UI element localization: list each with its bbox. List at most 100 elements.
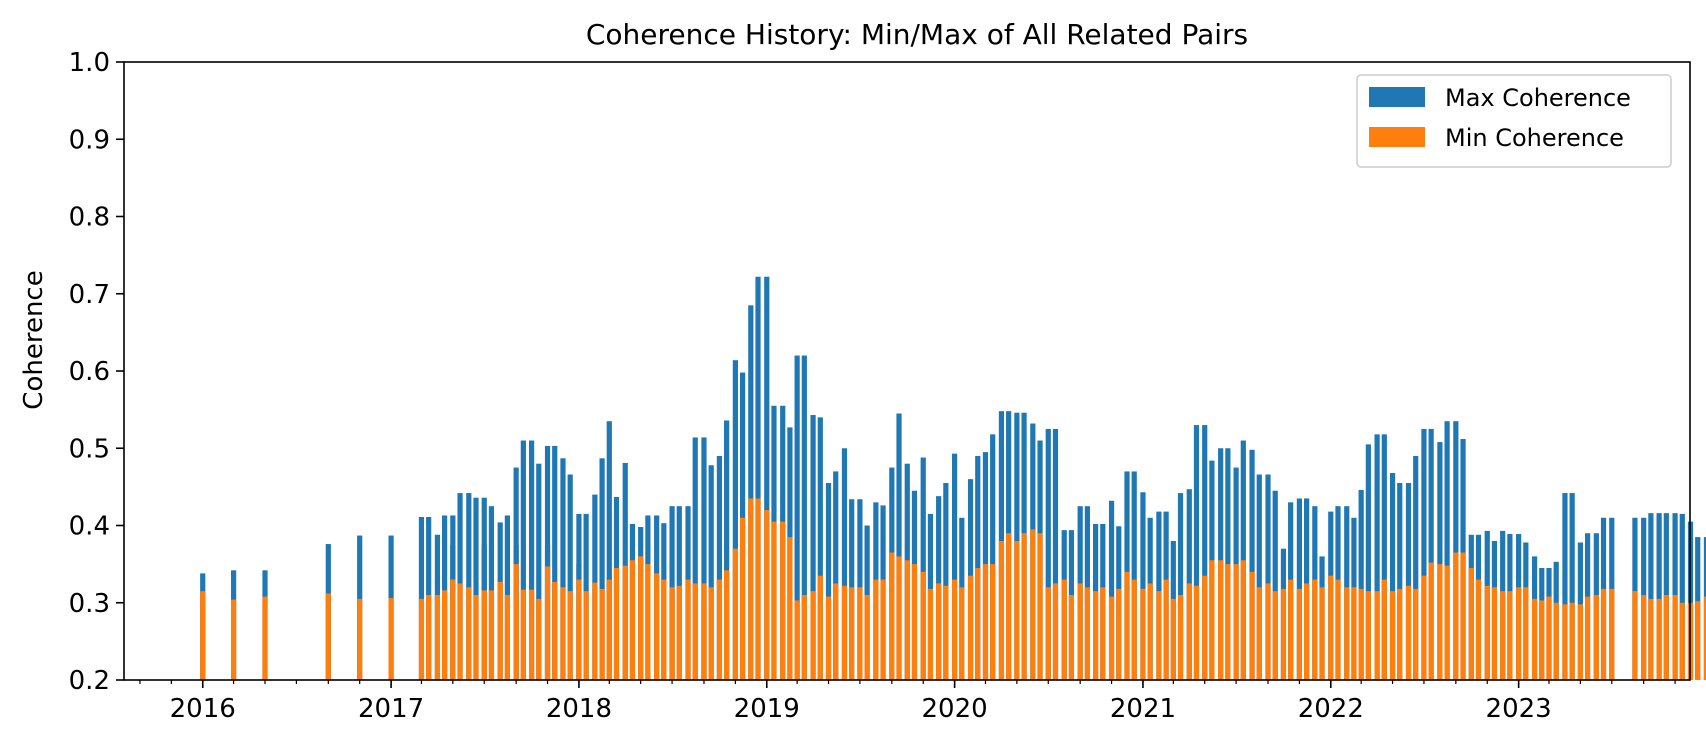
min-coherence-bar — [262, 596, 268, 680]
min-coherence-bar — [794, 600, 800, 680]
min-coherence-bar — [1593, 595, 1599, 680]
max-coherence-bar — [567, 474, 573, 680]
min-coherence-bar — [1177, 595, 1184, 680]
min-coherence-bar — [1037, 533, 1043, 680]
max-coherence-bar — [952, 453, 958, 680]
legend-swatch-min — [1369, 127, 1425, 147]
x-tick-label: 2019 — [734, 694, 800, 724]
max-coherence-bar — [1202, 425, 1208, 680]
min-coherence-bar — [622, 565, 628, 680]
min-coherence-bar — [450, 579, 456, 680]
max-coherence-bar — [920, 457, 926, 680]
min-coherence-bar — [1374, 591, 1380, 680]
y-tick-label: 0.2 — [69, 666, 110, 696]
min-coherence-bar — [701, 583, 707, 680]
max-coherence-bar — [1358, 489, 1364, 680]
min-coherence-bar — [552, 581, 558, 680]
min-coherence-bar — [825, 596, 832, 680]
max-coherence-bar — [536, 463, 542, 680]
min-coherence-bar — [959, 587, 965, 680]
max-coherence-bar — [1265, 474, 1271, 680]
min-coherence-bar — [998, 540, 1005, 680]
min-coherence-bar — [1116, 588, 1122, 680]
min-coherence-bar — [504, 595, 510, 680]
min-coherence-bar — [1351, 587, 1357, 680]
min-coherence-bar — [685, 579, 691, 680]
min-coherence-bar — [748, 498, 754, 680]
min-coherence-bar — [724, 570, 730, 680]
min-coherence-bar — [528, 589, 535, 680]
min-coherence-bar — [787, 537, 793, 680]
min-coherence-bar — [1405, 585, 1412, 680]
max-coherence-bar — [841, 448, 848, 680]
max-coherence-bar — [817, 417, 823, 680]
max-coherence-bar — [599, 458, 605, 680]
max-coherence-bar — [708, 465, 714, 680]
min-coherence-bar — [927, 588, 934, 680]
max-coherence-bar — [1193, 425, 1200, 680]
min-coherence-bar — [1272, 591, 1278, 680]
min-coherence-bar — [708, 587, 714, 680]
bars-layer — [200, 276, 1706, 681]
min-coherence-bar — [200, 591, 206, 680]
min-coherence-bar — [599, 588, 605, 680]
min-coherence-bar — [1163, 579, 1169, 680]
x-tick-label: 2022 — [1298, 694, 1364, 724]
x-tick-label: 2023 — [1486, 694, 1552, 724]
min-coherence-bar — [513, 564, 519, 681]
min-coherence-bar — [1344, 587, 1350, 680]
min-coherence-bar — [1328, 575, 1334, 680]
y-tick-label: 0.3 — [69, 589, 110, 619]
min-coherence-bar — [1225, 564, 1231, 681]
x-tick-label: 2020 — [922, 694, 988, 724]
max-coherence-bar — [1453, 421, 1459, 680]
min-coherence-bar — [801, 595, 807, 680]
min-coherence-bar — [1249, 571, 1255, 680]
max-coherence-bar — [560, 458, 566, 680]
max-coherence-bar — [1648, 513, 1654, 680]
min-coherence-bar — [1523, 587, 1529, 680]
max-coherence-bar — [1177, 493, 1184, 680]
min-coherence-bar — [488, 590, 495, 680]
min-coherence-bar — [1475, 579, 1482, 680]
max-coherence-bar — [466, 493, 472, 680]
max-coherence-bar — [1272, 490, 1278, 680]
min-coherence-bar — [1233, 564, 1239, 681]
min-coherence-bar — [1577, 604, 1583, 680]
min-coherence-bar — [1014, 540, 1020, 680]
min-coherence-bar — [1679, 602, 1685, 680]
min-coherence-bar — [1546, 596, 1552, 680]
min-coherence-bar — [1280, 588, 1287, 680]
min-coherence-bar — [1319, 587, 1325, 680]
min-coherence-bar — [1365, 591, 1371, 680]
max-coherence-bar — [1569, 493, 1575, 680]
min-coherence-bar — [606, 579, 612, 680]
max-coherence-bar — [1679, 513, 1685, 680]
min-coherence-bar — [1209, 560, 1215, 680]
min-coherence-bar — [864, 595, 870, 680]
min-coherence-bar — [849, 587, 855, 680]
max-coherence-bar — [990, 434, 996, 680]
y-tick-label: 0.5 — [69, 434, 110, 464]
min-coherence-bar — [896, 556, 902, 680]
max-coherence-bar — [1562, 493, 1568, 680]
min-coherence-bar — [613, 567, 620, 680]
max-coherence-bar — [1225, 448, 1231, 680]
min-coherence-bar — [1444, 565, 1450, 680]
min-coherence-bar — [841, 585, 848, 680]
min-coherence-bar — [780, 521, 786, 680]
min-coherence-bar — [473, 595, 479, 680]
min-coherence-bar — [434, 595, 441, 680]
min-coherence-bar — [231, 599, 237, 680]
min-coherence-bar — [357, 598, 363, 680]
min-coherence-bar — [1265, 583, 1271, 680]
min-coherence-bar — [911, 564, 918, 681]
min-coherence-bar — [1124, 571, 1130, 680]
max-coherence-bar — [755, 276, 761, 680]
min-coherence-bar — [645, 564, 651, 681]
max-coherence-bar — [1256, 474, 1262, 680]
max-coherence-bar — [1140, 492, 1146, 680]
max-coherence-bar — [473, 497, 479, 680]
min-coherence-bar — [418, 598, 425, 680]
min-coherence-bar — [889, 552, 895, 680]
